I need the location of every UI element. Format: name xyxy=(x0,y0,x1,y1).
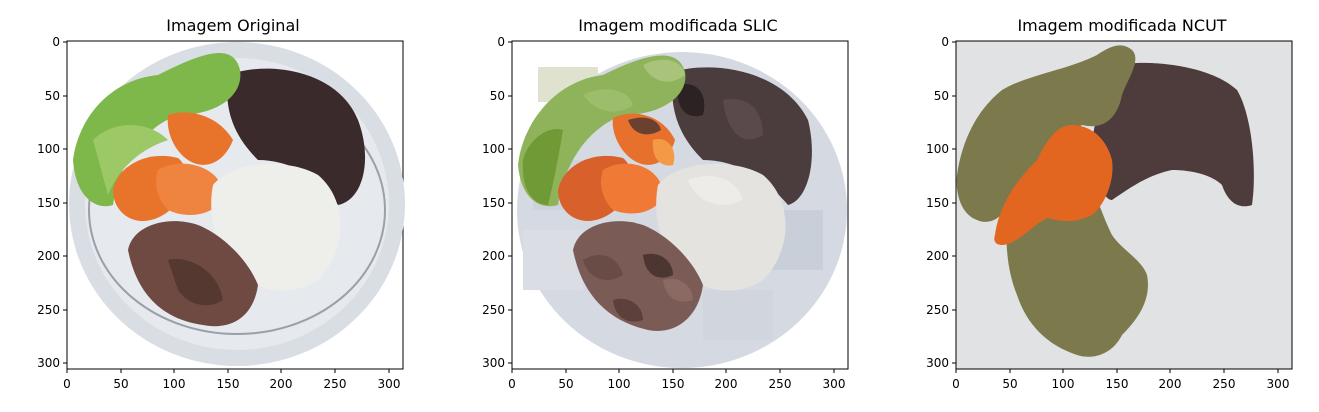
panel-title: Imagem modificada NCUT xyxy=(1017,16,1227,35)
x-tick-label: 150 xyxy=(1106,377,1129,391)
x-axis: 0 50 100 150 200 250 300 xyxy=(952,369,1289,391)
x-tick-label: 100 xyxy=(608,377,631,391)
y-tick-label: 150 xyxy=(482,196,505,210)
y-axis: 0 50 100 150 200 250 300 xyxy=(482,35,512,370)
panel-title: Imagem Original xyxy=(166,16,300,35)
x-tick-label: 200 xyxy=(715,377,738,391)
y-tick-label: 150 xyxy=(926,196,949,210)
axes-slic: 0 50 100 150 200 250 300 0 50 100 150 20… xyxy=(482,35,849,391)
x-axis: 0 50 100 150 200 250 300 xyxy=(508,369,845,391)
x-tick-label: 50 xyxy=(113,377,128,391)
x-tick-label: 100 xyxy=(163,377,186,391)
y-tick-label: 300 xyxy=(37,356,60,370)
panel-ncut: Imagem modificada NCUT 0 50 100 150 200 … xyxy=(907,0,1319,412)
x-tick-label: 300 xyxy=(823,377,846,391)
y-tick-label: 100 xyxy=(482,142,505,156)
y-tick-label: 50 xyxy=(934,89,949,103)
original-image xyxy=(69,42,405,366)
axes-original: 0 50 100 150 200 250 300 0 50 100 150 20… xyxy=(37,35,405,391)
axes-ncut: 0 50 100 150 200 250 300 0 50 100 150 20… xyxy=(926,35,1293,391)
y-tick-label: 0 xyxy=(52,35,60,49)
x-tick-label: 250 xyxy=(324,377,347,391)
x-tick-label: 50 xyxy=(1002,377,1017,391)
y-tick-label: 250 xyxy=(926,303,949,317)
y-tick-label: 0 xyxy=(941,35,949,49)
slic-image xyxy=(517,52,847,368)
y-tick-label: 50 xyxy=(490,89,505,103)
x-tick-label: 0 xyxy=(952,377,960,391)
y-tick-label: 200 xyxy=(37,249,60,263)
y-tick-label: 300 xyxy=(926,356,949,370)
x-tick-label: 0 xyxy=(63,377,71,391)
x-tick-label: 250 xyxy=(769,377,792,391)
panel-slic: Imagem modificada SLIC xyxy=(463,0,893,412)
y-tick-label: 250 xyxy=(482,303,505,317)
y-tick-label: 150 xyxy=(37,196,60,210)
x-tick-label: 50 xyxy=(558,377,573,391)
x-tick-label: 200 xyxy=(270,377,293,391)
y-tick-label: 200 xyxy=(926,249,949,263)
x-tick-label: 150 xyxy=(662,377,685,391)
y-tick-label: 100 xyxy=(926,142,949,156)
x-tick-label: 250 xyxy=(1213,377,1236,391)
x-tick-label: 300 xyxy=(1267,377,1290,391)
x-tick-label: 0 xyxy=(508,377,516,391)
y-tick-label: 100 xyxy=(37,142,60,156)
x-tick-label: 200 xyxy=(1159,377,1182,391)
x-axis: 0 50 100 150 200 250 300 xyxy=(63,369,400,391)
x-tick-label: 300 xyxy=(378,377,401,391)
y-axis: 0 50 100 150 200 250 300 xyxy=(37,35,67,370)
y-tick-label: 250 xyxy=(37,303,60,317)
ncut-image xyxy=(956,45,1254,357)
y-tick-label: 200 xyxy=(482,249,505,263)
panel-original: Imagem Original 0 50 100 xyxy=(18,0,448,412)
y-tick-label: 50 xyxy=(45,89,60,103)
y-axis: 0 50 100 150 200 250 300 xyxy=(926,35,956,370)
y-tick-label: 0 xyxy=(497,35,505,49)
x-tick-label: 100 xyxy=(1052,377,1075,391)
panel-title: Imagem modificada SLIC xyxy=(578,16,778,35)
y-tick-label: 300 xyxy=(482,356,505,370)
x-tick-label: 150 xyxy=(217,377,240,391)
